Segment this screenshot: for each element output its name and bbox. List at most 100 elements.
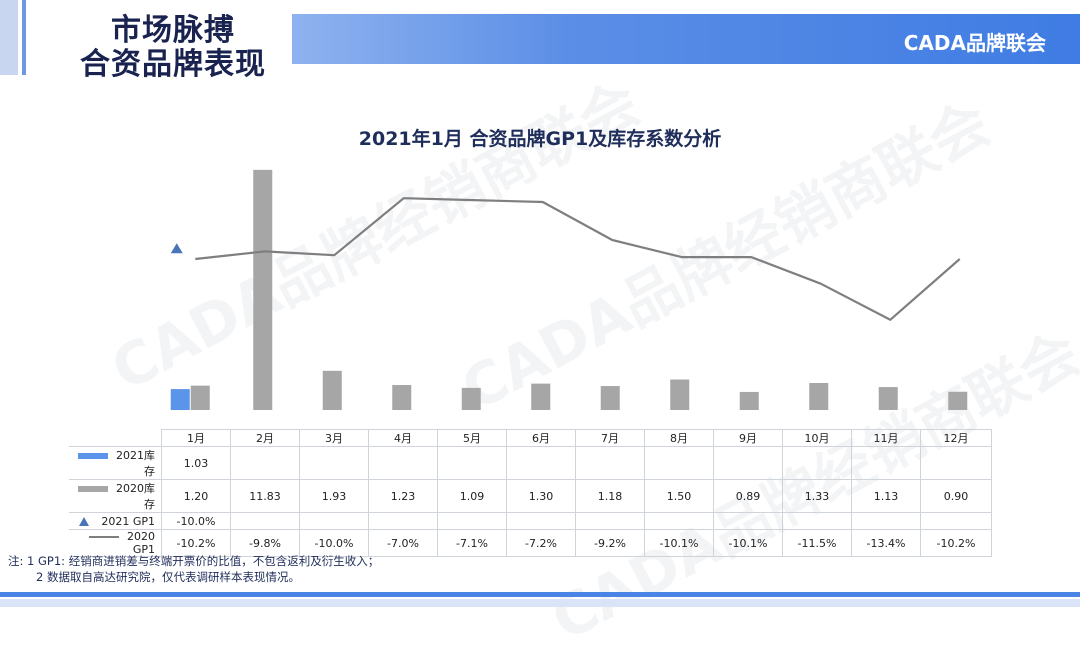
data-label — [506, 512, 576, 530]
data-label: -7.0% — [368, 529, 438, 557]
table-column-header: 7月 — [575, 429, 645, 447]
bar-2021-inventory — [170, 389, 190, 410]
bar-2020-inventory — [600, 386, 620, 410]
data-label: -10.0% — [161, 512, 231, 530]
data-label: 1.20 — [161, 479, 231, 513]
table-column-header: 12月 — [920, 429, 992, 447]
data-label — [437, 512, 507, 530]
data-label — [506, 446, 576, 480]
bar-2020-inventory — [809, 383, 829, 410]
legend-label: 2020库存 — [116, 482, 155, 511]
table-column-header: 10月 — [782, 429, 852, 447]
data-label: 0.89 — [713, 479, 783, 513]
table-column-header: 4月 — [368, 429, 438, 447]
data-label: -10.0% — [299, 529, 369, 557]
header-accent-line — [22, 0, 26, 75]
legend-entry: 2021库存 — [69, 446, 162, 480]
footer-bar — [0, 592, 1080, 597]
page-title: 市场脉搏 合资品牌表现 — [58, 14, 288, 82]
data-label: 1.13 — [851, 479, 921, 513]
data-label: -10.2% — [920, 529, 992, 557]
data-label: 1.93 — [299, 479, 369, 513]
legend-swatch — [79, 517, 90, 526]
data-label: 1.30 — [506, 479, 576, 513]
page-title-line2: 合资品牌表现 — [80, 47, 266, 82]
data-label: -10.1% — [644, 529, 714, 557]
bar-2020-inventory — [190, 385, 210, 410]
legend-label: 2021 GP1 — [101, 514, 155, 528]
data-label: 1.09 — [437, 479, 507, 513]
table-header-row: 1月 2月 3月 4月 5月 6月 7月 8月 9月 10月 11月 12月 — [69, 429, 992, 447]
header-banner: CADA品牌联会 — [292, 14, 1080, 64]
bar-2020-inventory — [739, 391, 759, 410]
table-row: 2020 GP1 -10.2% -9.8% -10.0% -7.0% -7.1% -7.2%… — [69, 529, 992, 557]
data-label: 11.83 — [230, 479, 300, 513]
data-label — [299, 446, 369, 480]
data-label — [782, 446, 852, 480]
legend-entry: 2020库存 — [69, 479, 162, 513]
table-row: 2021 GP1 -10.0% — [69, 512, 992, 530]
data-label — [230, 446, 300, 480]
footer-bar-light — [0, 599, 1080, 607]
table-corner — [69, 430, 162, 447]
bar-2020-inventory — [670, 379, 690, 410]
data-label — [299, 512, 369, 530]
data-label: 1.18 — [575, 479, 645, 513]
data-label — [782, 512, 852, 530]
data-label: -13.4% — [851, 529, 921, 557]
data-label: -7.1% — [437, 529, 507, 557]
footnote-line1: 注: 1 GP1: 经销商进销差与终端开票价的比值，不包含返利及衍生收入； — [8, 554, 380, 568]
bar-2020-inventory — [878, 387, 898, 410]
bar-2020-inventory — [253, 169, 273, 410]
table-column-header: 11月 — [851, 429, 921, 447]
data-label — [713, 446, 783, 480]
data-label: 1.03 — [161, 446, 231, 480]
chart-title: 2021年1月 合资品牌GP1及库存系数分析 — [358, 128, 722, 150]
header-accent-bar — [0, 0, 18, 75]
data-label — [368, 446, 438, 480]
data-label: -9.8% — [230, 529, 300, 557]
data-label: -10.2% — [161, 529, 231, 557]
data-label: -11.5% — [782, 529, 852, 557]
bar-2020-inventory — [531, 383, 551, 410]
data-label — [230, 512, 300, 530]
data-label — [713, 512, 783, 530]
legend-entry: 2021 GP1 — [69, 512, 162, 530]
table-row: 2021库存 1.03 — [69, 446, 992, 480]
data-label — [920, 512, 992, 530]
bar-2020-inventory — [461, 387, 481, 410]
legend-entry: 2020 GP1 — [69, 529, 162, 557]
table-row: 2020库存 1.20 11.83 1.93 1.23 1.09 1.30 1.18 1.50 0… — [69, 479, 992, 513]
legend-label: 2020 GP1 — [127, 530, 155, 556]
data-label — [575, 446, 645, 480]
data-label — [644, 512, 714, 530]
data-label — [644, 446, 714, 480]
page-title-line1: 市场脉搏 — [111, 13, 235, 48]
data-label: -9.2% — [575, 529, 645, 557]
data-label: 1.23 — [368, 479, 438, 513]
data-label — [851, 446, 921, 480]
bar-2020-inventory — [392, 385, 412, 410]
table-column-header: 3月 — [299, 429, 369, 447]
brand-label: CADA品牌联会 — [903, 31, 1046, 55]
footnote-line2: 2 数据取自高达研究院，仅代表调研样本表现情况。 — [36, 570, 300, 584]
data-label: 1.33 — [782, 479, 852, 513]
legend-swatch — [89, 536, 119, 538]
data-label: -7.2% — [506, 529, 576, 557]
chart-plot — [170, 169, 968, 410]
line-2020-gp1 — [195, 197, 961, 321]
data-label: -10.1% — [713, 529, 783, 557]
table-column-header: 9月 — [713, 429, 783, 447]
data-label — [368, 512, 438, 530]
data-label: 1.50 — [644, 479, 714, 513]
data-label — [437, 446, 507, 480]
bar-2020-inventory — [322, 370, 342, 410]
table-column-header: 6月 — [506, 429, 576, 447]
footnote: 注: 1 GP1: 经销商进销差与终端开票价的比值，不包含返利及衍生收入； 2 … — [8, 553, 379, 585]
legend-swatch — [78, 486, 108, 492]
data-label — [575, 512, 645, 530]
legend-label: 2021库存 — [116, 449, 155, 478]
data-table: 1月 2月 3月 4月 5月 6月 7月 8月 9月 10月 11月 12月 2021库存 1.03 202… — [69, 429, 992, 557]
data-label — [920, 446, 992, 480]
table-column-header: 8月 — [644, 429, 714, 447]
